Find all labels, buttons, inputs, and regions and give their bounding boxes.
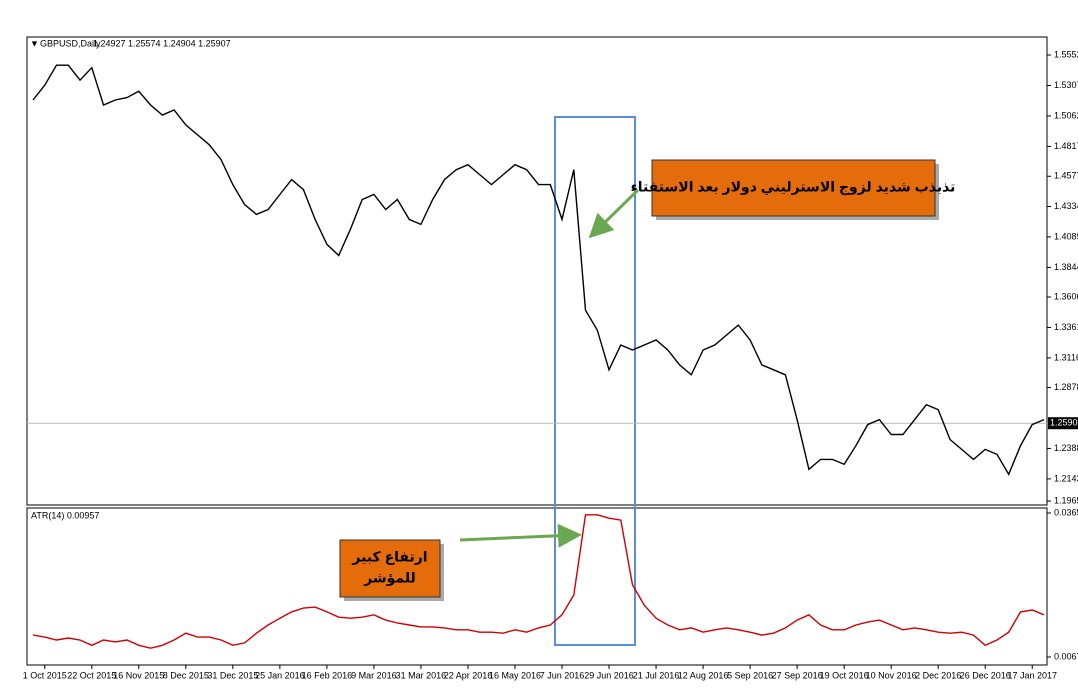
x-tick-label: 16 May 2016: [489, 670, 541, 680]
y-tick-label: 1.33610: [1054, 322, 1078, 332]
highlight-box: [554, 116, 636, 646]
x-tick-label: 7 Jun 2016: [540, 670, 585, 680]
y-tick-label: 1.50620: [1054, 110, 1078, 120]
x-tick-label: 9 Mar 2016: [351, 670, 397, 680]
y-tick-label: 1.31160: [1054, 352, 1078, 362]
annotation-box: [651, 159, 936, 217]
annotation-arrow: [588, 188, 640, 239]
y-tick-label: 1.28780: [1054, 382, 1078, 392]
y-tick-label: 1.43340: [1054, 201, 1078, 211]
y-tick-label: 1.53070: [1054, 80, 1078, 90]
x-tick-label: 19 Oct 2016: [820, 670, 869, 680]
x-tick-label: 16 Nov 2015: [113, 670, 164, 680]
y-tick-label: 1.21430: [1054, 473, 1078, 483]
annotation-text: تذبذب شديد لزوج الاسترليني دولار بعد الا…: [631, 179, 956, 196]
y-tick-label: 0.00678: [1054, 651, 1078, 661]
y-tick-label: 1.48170: [1054, 141, 1078, 151]
annotation-text: ارتفاع كبير: [351, 549, 427, 566]
x-tick-label: 10 Nov 2016: [866, 670, 917, 680]
atr-panel: [26, 507, 1048, 666]
current-price-box: [1048, 417, 1078, 430]
annotation-text: للمؤشر: [363, 570, 416, 587]
x-tick-label: 16 Feb 2016: [302, 670, 353, 680]
symbol-arrow: ▼: [30, 38, 39, 48]
y-tick-label: 1.36060: [1054, 291, 1078, 301]
annotation-2: ارتفاع كبير للمؤشر: [339, 523, 582, 601]
annotation-box: [339, 539, 441, 598]
y-tick-label: 1.38440: [1054, 262, 1078, 272]
x-tick-label: 12 Aug 2016: [678, 670, 729, 680]
y-tick-label: 1.40890: [1054, 231, 1078, 241]
x-tick-label: 5 Sep 2016: [727, 670, 773, 680]
y-tick-label: 0.03657: [1054, 507, 1078, 517]
x-tick-label: 27 Sep 2016: [772, 670, 823, 680]
atr-title: ATR(14) 0.00957: [31, 510, 99, 520]
y-tick-label: 1.55520: [1054, 49, 1078, 59]
x-tick-label: 1 Oct 2015: [23, 670, 67, 680]
annotation-arrow: [459, 523, 582, 548]
annotation-1: تذبذب شديد لزوج الاسترليني دولار بعد الا…: [588, 159, 956, 239]
y-tick-label: 1.19650: [1054, 495, 1078, 505]
current-price-label: 1.25907: [1050, 418, 1078, 428]
series-line: [32, 64, 1045, 476]
x-tick-label: 8 Dec 2015: [163, 670, 209, 680]
price-panel: [26, 36, 1048, 506]
x-tick-label: 22 Apr 2016: [444, 670, 493, 680]
x-tick-label: 17 Jan 2017: [1007, 670, 1057, 680]
y-tick-label: 1.23880: [1054, 443, 1078, 453]
price-subtitle: 1.24927 1.25574 1.24904 1.25907: [93, 38, 231, 48]
x-tick-label: 2 Dec 2016: [915, 670, 961, 680]
y-tick-label: 1.45770: [1054, 171, 1078, 181]
x-tick-label: 26 Dec 2016: [960, 670, 1011, 680]
x-tick-label: 29 Jun 2016: [584, 670, 634, 680]
x-tick-label: 31 Dec 2015: [207, 670, 258, 680]
x-tick-label: 31 Mar 2016: [396, 670, 447, 680]
series-line: [32, 514, 1045, 649]
price-title: GBPUSD,Daily: [40, 38, 101, 48]
x-tick-label: 21 Jul 2016: [633, 670, 680, 680]
x-tick-label: 25 Jan 2016: [255, 670, 305, 680]
x-tick-label: 22 Oct 2015: [67, 670, 116, 680]
